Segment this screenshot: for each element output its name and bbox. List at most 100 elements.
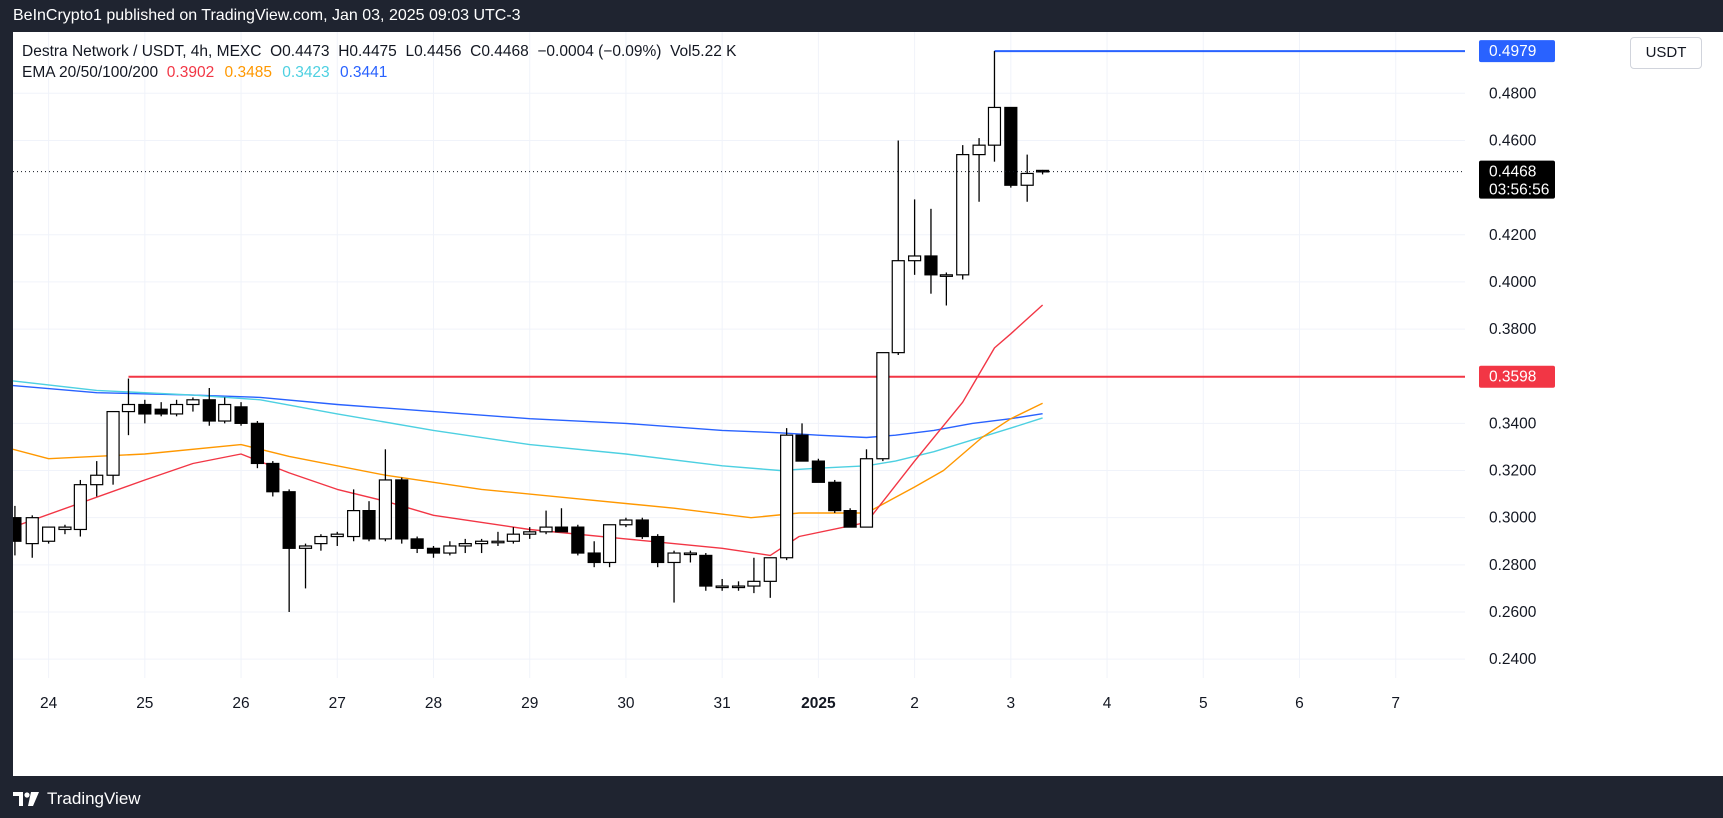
candle [362,501,376,542]
candle [347,489,361,542]
candle [378,449,392,542]
candle [395,477,409,544]
candle-body [763,557,777,582]
candle [924,208,938,294]
candle [747,557,761,594]
chart-panel[interactable]: 0.4800 0.4600 0.4200 0.4000 0.3800 0.3400 0.32… [13,32,1723,776]
candle-body [811,460,825,483]
y-tick-label: 0.2600 [1489,604,1537,621]
candle-body [715,585,729,589]
candle-body [282,491,296,549]
candle-body [523,531,537,535]
candle-body [58,526,72,531]
candle-body [347,510,361,538]
candle [491,531,505,546]
candle-body [554,526,569,533]
candle [73,479,87,537]
candle [58,524,72,535]
candle-body [314,535,328,545]
candle [667,550,681,603]
candle [138,399,152,424]
candle-body [395,479,409,540]
candle-body [475,540,489,545]
candle-body [891,260,905,354]
candle-body [699,554,713,587]
candle-body [571,526,585,554]
legend-change: −0.0004 (−0.09%) [537,43,662,60]
candle-body [378,479,392,540]
candle [250,421,265,469]
candle [891,140,905,355]
candle-body [602,524,617,564]
candle [651,534,665,568]
candle-body [330,533,344,538]
candle [554,508,569,533]
x-tick-label: 24 [40,695,58,712]
candle [683,550,698,563]
resistance-price-tag-bg [1479,365,1555,388]
candle-body [635,519,649,538]
x-tick-label: 28 [425,695,442,712]
candle [811,458,825,483]
candle-body [506,533,520,542]
candle [443,541,457,556]
x-tick-label: 25 [136,695,153,712]
candle-body [121,403,136,413]
legend-low: 0.4456 [414,43,462,60]
candle-body [972,144,986,156]
y-tick-label: 0.4600 [1489,132,1537,149]
candle-body [683,552,698,556]
tradingview-logo-icon [13,792,39,806]
legend-ema200-value: 0.3441 [340,64,388,81]
last-price-tag-label: 0.4468 [1489,164,1536,181]
x-tick-label: 5 [1199,695,1208,712]
footer: TradingView [0,780,1723,818]
candle-body [731,585,746,589]
x-tick-label: 2 [910,695,919,712]
candle-body [90,474,104,486]
candle [410,536,424,554]
candle [202,388,216,426]
y-tick-label: 0.3000 [1489,510,1537,527]
candle [523,527,537,539]
legend-open: 0.4473 [282,43,330,60]
candle [571,524,585,556]
candle-body [73,484,87,531]
candle [1004,106,1018,188]
candle-body [443,545,457,554]
candle-body [908,255,922,262]
candle [218,397,232,424]
candle-body [843,510,857,528]
ema100-line [13,380,1043,472]
x-tick-label: 6 [1295,695,1304,712]
chart-legend: Destra Network / USDT, 4h, MEXC O0.4473 … [22,41,736,83]
ema200-line [13,384,1043,439]
candle-body [169,403,184,415]
candle [186,397,200,412]
high-price-tag-bg [1479,40,1555,63]
candle [763,557,777,598]
candle [956,145,970,280]
legend-high: 0.4475 [349,43,397,60]
candle-body [780,434,794,559]
currency-button[interactable]: USDT [1630,37,1702,69]
candle [426,545,441,558]
candle [939,272,953,306]
candle [282,489,296,612]
y-tick-label: 0.4800 [1489,85,1537,102]
candlestick-chart[interactable]: 0.4800 0.4600 0.4200 0.4000 0.3800 0.3400 0.32… [13,32,1723,776]
x-tick-label: 29 [521,695,538,712]
candle [234,402,248,426]
legend-symbol-line: Destra Network / USDT, 4h, MEXC O0.4473 … [22,41,736,62]
y-tick-label: 0.4000 [1489,274,1537,291]
ema50-line [13,402,1043,519]
legend-ema50-value: 0.3485 [224,64,272,81]
last-price-tag-bg [1479,160,1555,199]
candle [715,578,729,591]
candle-body [202,399,216,422]
candle [121,378,136,436]
y-tick-label: 0.3200 [1489,463,1537,480]
candle [314,534,328,551]
y-tick-label: 0.3400 [1489,415,1537,432]
candle-body [491,540,505,544]
